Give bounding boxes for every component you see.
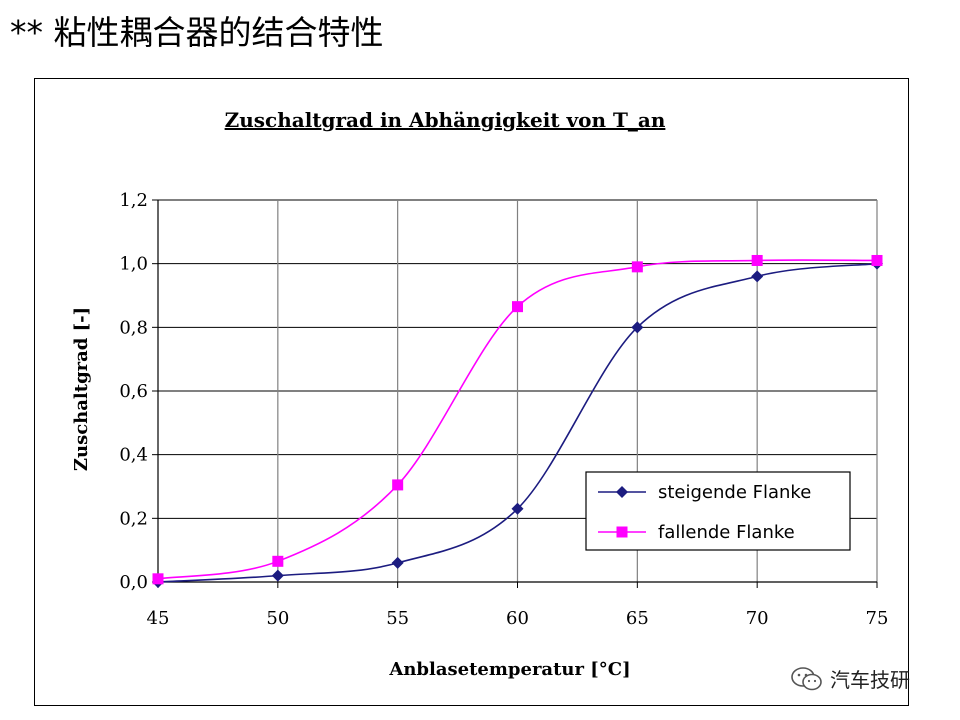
tick-layer: 0,0 0,2 0,4 0,6 0,8 1,0 1,2 45 50 55 60 65 70 75 — [119, 190, 888, 629]
y-tick-label: 1,0 — [119, 254, 148, 275]
data-point — [511, 502, 524, 515]
data-point — [152, 573, 164, 585]
watermark-text: 汽车技研 — [830, 668, 910, 692]
slide-title: ** 粘性耦合器的结合特性 — [10, 13, 384, 52]
data-point — [391, 556, 404, 569]
data-point — [871, 254, 883, 266]
y-tick-label: 0,4 — [119, 445, 148, 466]
data-point — [512, 301, 523, 313]
x-tick-label: 60 — [506, 608, 529, 629]
data-point — [751, 254, 763, 266]
x-axis-label: Anblasetemperatur [°C] — [388, 659, 630, 680]
y-tick-label: 0,2 — [119, 508, 148, 529]
data-point — [631, 321, 644, 334]
x-tick-label: 55 — [386, 608, 409, 629]
x-tick-label: 65 — [626, 608, 649, 629]
x-tick-label: 75 — [866, 608, 889, 629]
legend-marker — [616, 486, 628, 498]
axis-layer — [152, 199, 878, 588]
series-layer — [152, 254, 883, 588]
chart-svg: 0,0 0,2 0,4 0,6 0,8 1,0 1,2 45 50 55 60 65 70 75 Zusc… — [71, 108, 888, 680]
x-tick-label: 70 — [746, 608, 769, 629]
data-point — [272, 555, 284, 567]
legend-label: steigende Flanke — [658, 482, 811, 503]
x-tick-label: 50 — [266, 608, 289, 629]
y-axis-label: Zuschaltgrad [-] — [71, 307, 92, 471]
data-point — [751, 270, 764, 283]
data-point — [392, 479, 404, 491]
y-tick-label: 0,0 — [119, 572, 148, 593]
y-tick-label: 0,8 — [119, 317, 148, 338]
chart-title: Zuschaltgrad in Abhängigkeit von T_an — [225, 108, 666, 132]
x-tick-label: 45 — [147, 608, 170, 629]
series-fallende-flanke — [152, 254, 883, 585]
legend-label: fallende Flanke — [658, 522, 795, 543]
y-tick-label: 0,6 — [119, 381, 148, 402]
wechat-icon — [791, 666, 822, 690]
legend-box — [585, 471, 851, 551]
legend: steigende Flanke fallende Flanke — [585, 471, 851, 551]
legend-marker — [616, 526, 628, 538]
data-point — [271, 569, 284, 582]
y-tick-label: 1,2 — [119, 190, 148, 211]
chart-frame: 0,0 0,2 0,4 0,6 0,8 1,0 1,2 45 50 55 60 65 70 75 Zusc… — [34, 78, 909, 706]
data-point — [631, 261, 643, 273]
watermark: 汽车技研 — [790, 664, 910, 693]
